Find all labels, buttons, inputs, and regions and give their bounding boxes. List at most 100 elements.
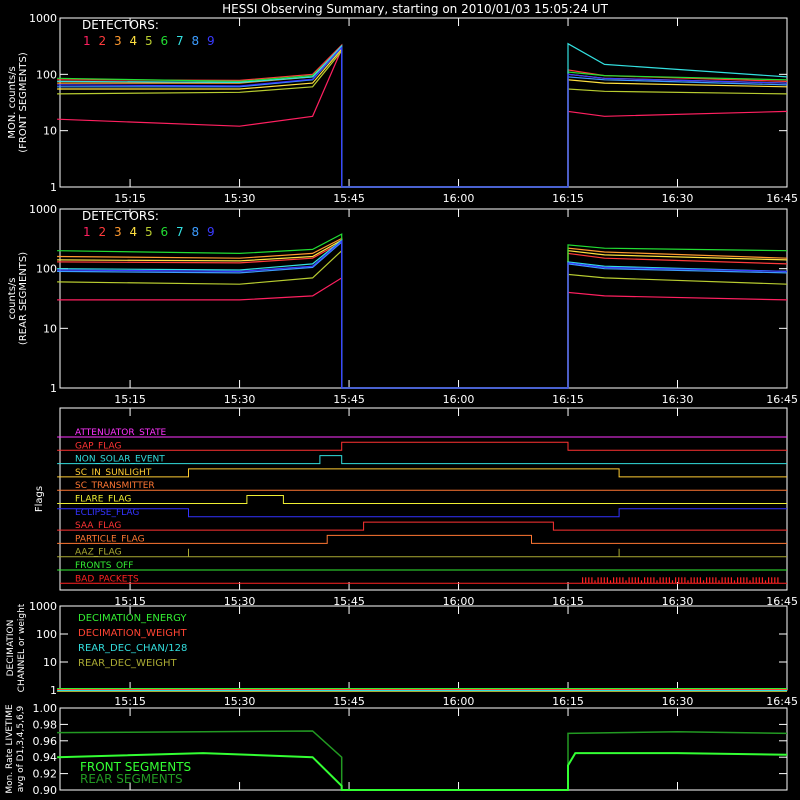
rear-y-label-2: (REAR SEGMENTS) [18,252,29,345]
decimation-x-tick-label: 15:45 [333,695,365,708]
rear-y-label: counts/s [7,277,18,319]
front-series-det-9 [57,45,788,188]
front-legend-det-5: 5 [145,34,153,48]
front-legend-det-9: 9 [207,34,215,48]
rear-legend-det-8: 8 [192,225,200,239]
flags-x-tick-label: 15:30 [224,595,256,608]
livetime-y-tick-label: 1.00 [33,702,58,715]
flags-x-tick-label: 16:30 [662,595,694,608]
front-x-tick-label: 16:30 [662,192,694,205]
flag-line-eclipse-flag [57,508,787,518]
front-legend-det-1: 1 [83,34,91,48]
front-legend-det-8: 8 [192,34,200,48]
flag-label-fronts-off: FRONTS_OFF [75,561,133,571]
rear-legend-title: DETECTORS: [82,209,159,223]
decimation-x-tick-label: 16:45 [766,695,798,708]
front-y-tick-label: 1000 [29,12,57,25]
flags-y-label: Flags [34,486,45,512]
flag-line-sc-in-sunlight [57,468,787,478]
front-legend-det-2: 2 [99,34,107,48]
rear-y-tick-label: 100 [36,263,57,276]
decimation-y-tick-label: 10 [43,656,57,669]
rear-y-tick-label: 1 [50,382,57,395]
flag-line-particle-flag [57,534,787,544]
front-x-tick-label: 15:30 [224,192,256,205]
flags-x-tick-label: 15:15 [114,595,146,608]
rear-legend-det-5: 5 [145,225,153,239]
rear-legend-det-7: 7 [176,225,184,239]
decimation-x-tick-label: 15:30 [224,695,256,708]
front-y-label-2: (FRONT SEGMENTS) [18,52,29,153]
decimation-x-tick-label: 16:00 [443,695,475,708]
front-x-tick-label: 15:45 [333,192,365,205]
flags-x-tick-label: 16:45 [766,595,798,608]
flag-line-gap-flag [57,441,787,451]
decimation-legend-rear-dec-weight: REAR_DEC_WEIGHT [78,658,177,669]
livetime-y-tick-label: 0.94 [33,751,58,764]
decimation-x-tick-label: 16:15 [552,695,584,708]
front-legend-det-7: 7 [176,34,184,48]
decimation-legend-rear-dec-chan-128: REAR_DEC_CHAN/128 [78,643,187,654]
front-y-tick-label: 10 [43,125,57,138]
flags-x-tick-label: 15:45 [333,595,365,608]
front-legend-title: DETECTORS: [82,18,159,32]
rear-y-tick-label: 10 [43,322,57,335]
decimation-legend-decimation-energy: DECIMATION_ENERGY [78,613,187,624]
livetime-y-label: Mon. Rate LIVETIME [5,704,15,794]
front-x-tick-label: 16:15 [552,192,584,205]
page-title: HESSI Observing Summary, starting on 201… [222,2,608,16]
rear-legend-det-1: 1 [83,225,91,239]
livetime-y-tick-label: 0.96 [33,735,58,748]
front-legend-det-3: 3 [114,34,122,48]
flag-label-eclipse-flag: ECLIPSE_FLAG [75,508,139,518]
front-x-tick-label: 15:15 [114,192,146,205]
flag-line-saa-flag [57,521,787,531]
decimation-x-tick-label: 15:15 [114,695,146,708]
livetime-y-tick-label: 0.90 [33,784,58,797]
rear-legend-det-4: 4 [130,225,138,239]
front-legend-det-4: 4 [130,34,138,48]
front-x-tick-label: 16:00 [443,192,475,205]
livetime-y-label-2: avg of D1,3,4,5,6,9 [16,705,26,792]
livetime-legend-rear-segments: REAR SEGMENTS [80,772,183,786]
flags-x-tick-label: 16:15 [552,595,584,608]
flag-label-sc-in-sunlight: SC_IN_SUNLIGHT [75,468,152,478]
flag-label-sc-transmitter: SC_TRANSMITTER [75,481,155,491]
livetime-y-tick-label: 0.98 [33,718,58,731]
front-x-tick-label: 16:45 [766,192,798,205]
front-y-tick-label: 1 [50,181,57,194]
livetime-legend-front-segments: FRONT SEGMENTS [80,760,191,774]
decimation-y-tick-label: 1 [50,684,57,697]
rear-x-tick-label: 15:45 [333,393,365,406]
flags-plot-frame [59,407,788,591]
flag-label-bad-packets: BAD_PACKETS [75,574,139,584]
rear-x-tick-label: 16:00 [443,393,475,406]
flag-label-saa-flag: SAA_FLAG [75,521,121,531]
decimation-y-label: DECIMATION [6,620,16,677]
decimation-legend-decimation-weight: DECIMATION_WEIGHT [78,628,187,639]
rear-x-tick-label: 15:30 [224,393,256,406]
rear-series-det-9 [57,239,788,389]
decimation-y-tick-label: 1000 [29,600,57,613]
rear-legend-det-9: 9 [207,225,215,239]
rear-legend-det-2: 2 [99,225,107,239]
rear-y-tick-label: 1000 [29,203,57,216]
decimation-x-tick-label: 16:30 [662,695,694,708]
front-y-tick-label: 100 [36,68,57,81]
flag-line-flare-flag [57,495,787,504]
flag-label-attenuator-state: ATTENUATOR_STATE [75,428,167,438]
rear-x-tick-label: 15:15 [114,393,146,406]
rear-x-tick-label: 16:45 [766,393,798,406]
flag-label-non-solar-event: NON_SOLAR_EVENT [75,455,165,465]
rear-legend-det-6: 6 [161,225,169,239]
flag-line-non-solar-event [57,455,787,465]
flag-label-aaz-flag: AAZ_FLAG [75,548,122,558]
rear-x-tick-label: 16:30 [662,393,694,406]
flag-label-gap-flag: GAP_FLAG [75,441,121,451]
rear-x-tick-label: 16:15 [552,393,584,406]
decimation-y-tick-label: 100 [36,628,57,641]
flag-line-aaz-flag [57,548,787,558]
livetime-y-tick-label: 0.92 [33,768,58,781]
decimation-y-label-2: CHANNEL or weight [17,603,27,692]
